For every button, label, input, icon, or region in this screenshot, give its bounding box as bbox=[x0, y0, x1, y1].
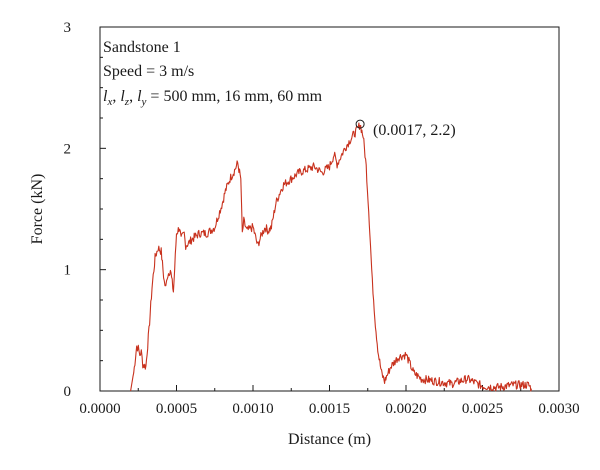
x-tick-label: 0.0000 bbox=[79, 401, 120, 417]
force-series-line bbox=[130, 122, 533, 392]
peak-marker bbox=[355, 119, 365, 129]
x-axis-title: Distance (m) bbox=[288, 431, 371, 448]
x-tick-label: 0.0015 bbox=[309, 401, 350, 417]
x-tick-label: 0.0030 bbox=[538, 401, 579, 417]
x-axis-ticks: 0.0000 0.0005 0.0010 0.0015 0.0020 0.0025 0.00… bbox=[79, 385, 580, 417]
dim-lx-sub: x bbox=[106, 96, 112, 108]
y-tick-label: 3 bbox=[64, 20, 72, 36]
dim-lx-l: l bbox=[103, 88, 108, 105]
dim-lz-sub: z bbox=[124, 96, 130, 108]
x-tick-label: 0.0025 bbox=[462, 401, 503, 417]
annotation-speed: Speed = 3 m/s bbox=[103, 63, 194, 80]
annotation-dimensions: lx, lz, ly = 500 mm, 16 mm, 60 mm bbox=[103, 88, 323, 108]
plot-frame bbox=[99, 26, 560, 392]
annotation-sample: Sandstone 1 bbox=[103, 39, 181, 56]
peak-label: (0.0017, 2.2) bbox=[373, 122, 456, 139]
x-tick-label: 0.0020 bbox=[385, 401, 426, 417]
y-tick-label: 1 bbox=[64, 263, 72, 279]
x-tick-label: 0.0010 bbox=[232, 401, 273, 417]
y-axis-ticks: 0 1 2 3 bbox=[64, 20, 106, 400]
dim-ly-sub: y bbox=[141, 96, 147, 108]
y-tick-label: 2 bbox=[64, 141, 72, 157]
dim-ly-l: l bbox=[137, 88, 142, 105]
y-tick-label: 0 bbox=[64, 384, 72, 400]
dim-lz-l: l bbox=[120, 88, 125, 105]
y-axis-title: Force (kN) bbox=[29, 174, 46, 245]
x-tick-label: 0.0005 bbox=[156, 401, 197, 417]
